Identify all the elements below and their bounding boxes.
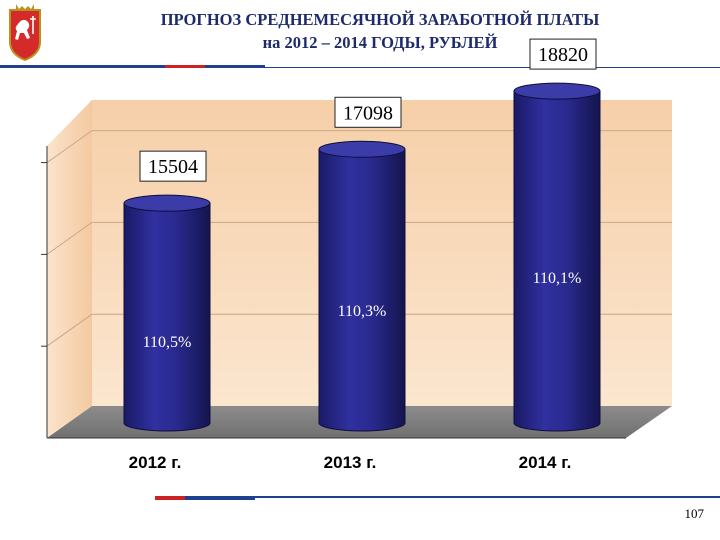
value-label: 18820 bbox=[538, 44, 588, 66]
x-tick-label: 2014 г. bbox=[519, 453, 572, 472]
bar-2013: 17098 110,3% 2013 г. bbox=[318, 96, 406, 472]
value-label-box bbox=[529, 38, 597, 70]
value-label: 15504 bbox=[148, 156, 198, 178]
bar-body bbox=[513, 90, 601, 432]
bar-top bbox=[123, 194, 211, 212]
bar-body bbox=[123, 202, 211, 432]
coat-of-arms-logo bbox=[9, 4, 41, 62]
x-tick-label: 2013 г. bbox=[324, 453, 377, 472]
title-line-2: на 2012 – 2014 ГОДЫ, РУБЛЕЙ bbox=[262, 33, 498, 52]
gridline-side bbox=[46, 130, 93, 164]
footer-stripe bbox=[155, 496, 720, 500]
value-label-box bbox=[334, 96, 402, 128]
bar-body bbox=[318, 148, 406, 432]
page-title: ПРОГНОЗ СРЕДНЕМЕСЯЧНОЙ ЗАРАБОТНОЙ ПЛАТЫ … bbox=[80, 8, 680, 54]
page-number: 107 bbox=[684, 506, 705, 521]
growth-label: 110,5% bbox=[143, 334, 192, 351]
growth-label: 110,3% bbox=[338, 303, 387, 320]
header-stripe bbox=[0, 65, 720, 68]
bar-top bbox=[513, 82, 601, 100]
gridline-side bbox=[46, 313, 93, 347]
value-label: 17098 bbox=[343, 102, 393, 124]
chart-side-wall bbox=[47, 100, 92, 438]
gridline-side bbox=[46, 221, 93, 255]
bar-top bbox=[318, 140, 406, 158]
growth-label: 110,1% bbox=[533, 270, 582, 287]
x-tick-label: 2012 г. bbox=[129, 453, 182, 472]
value-label-box bbox=[139, 150, 207, 182]
title-line-1: ПРОГНОЗ СРЕДНЕМЕСЯЧНОЙ ЗАРАБОТНОЙ ПЛАТЫ bbox=[160, 10, 600, 29]
bar-2014: 18820 110,1% 2014 г. bbox=[513, 38, 601, 472]
bar-2012: 15504 110,5% 2012 г. bbox=[123, 150, 211, 472]
